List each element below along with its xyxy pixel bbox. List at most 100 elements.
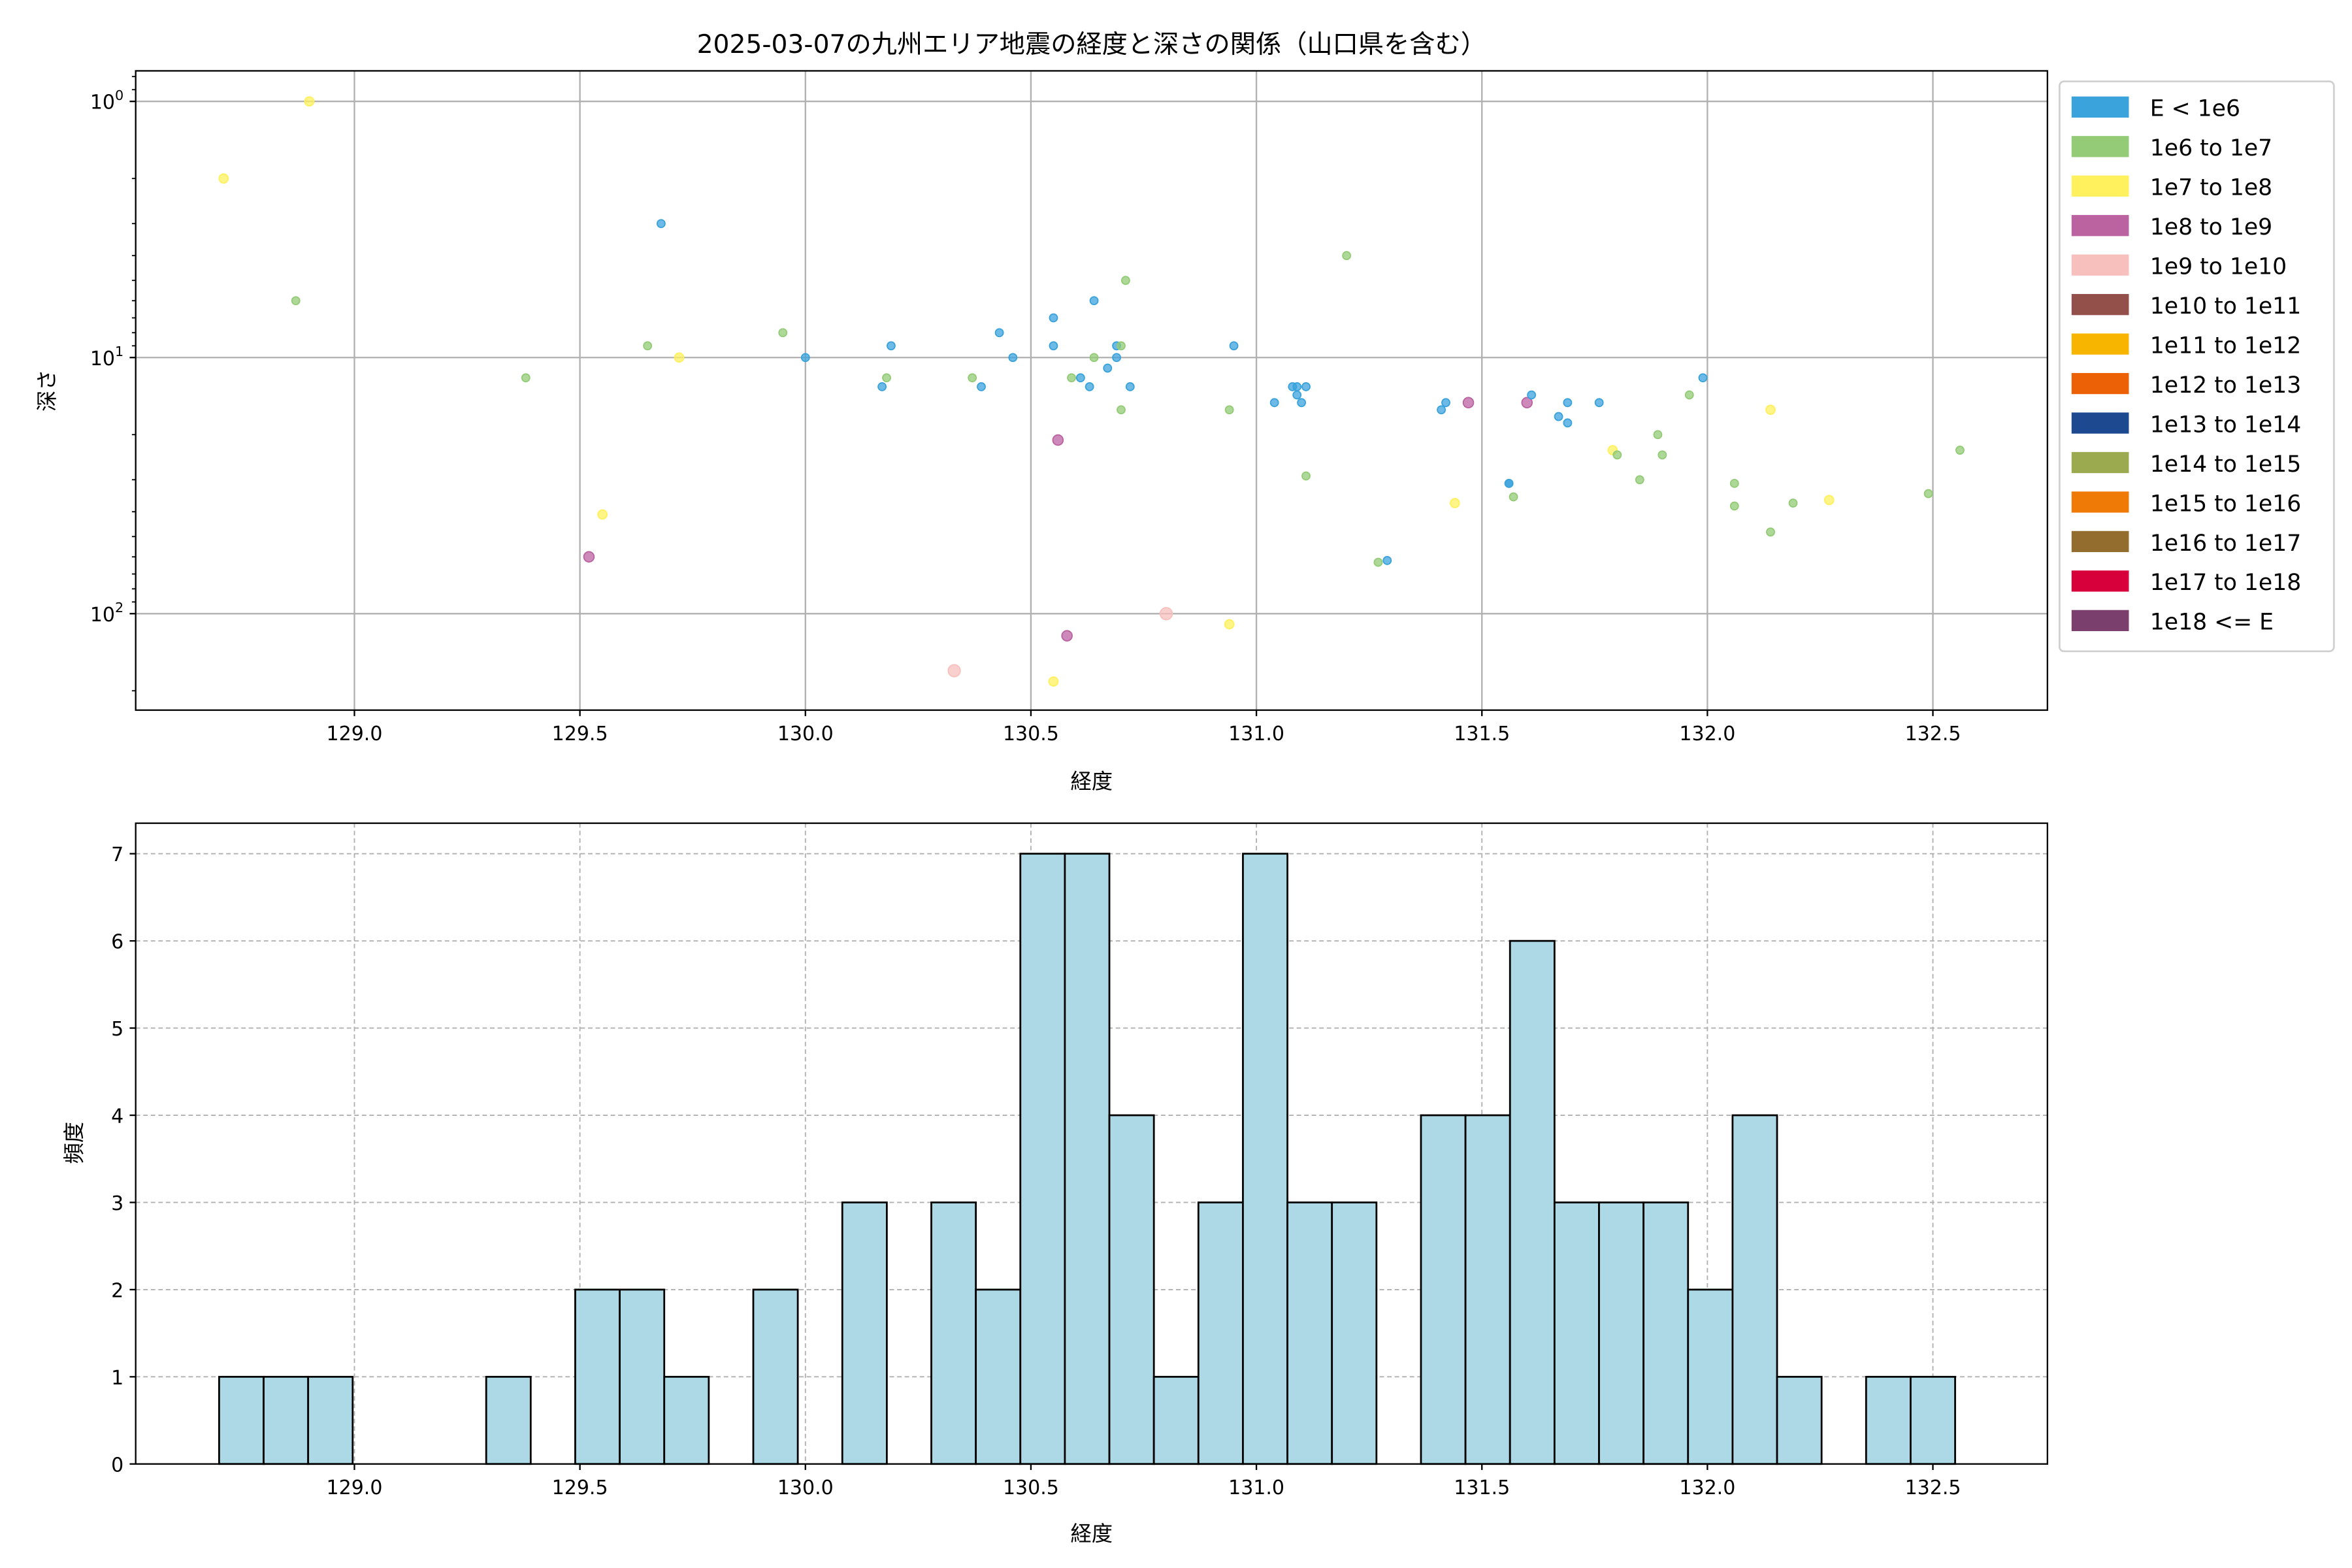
scatter-axes-frame xyxy=(135,70,2048,711)
scatter-point xyxy=(1112,353,1122,363)
scatter-point xyxy=(1117,341,1126,351)
legend-swatch xyxy=(2071,610,2129,631)
x-tick-label: 130.0 xyxy=(777,723,834,745)
scatter-point xyxy=(1049,313,1058,323)
scatter-point xyxy=(1563,418,1573,428)
histogram-bar xyxy=(1865,1375,1912,1465)
scatter-point xyxy=(1089,296,1099,306)
legend-swatch xyxy=(2071,372,2129,395)
histogram-bar xyxy=(1420,1114,1467,1465)
x-tick-label: 132.5 xyxy=(1905,723,1961,745)
scatter-point xyxy=(1509,492,1518,502)
scatter-point xyxy=(674,352,685,363)
chart-title: 2025-03-07の九州エリア地震の経度と深さの関係（山口県を含む） xyxy=(697,30,1486,59)
legend-label: 1e9 to 1e10 xyxy=(2150,254,2287,280)
legend-swatch xyxy=(2071,136,2129,157)
legend-label: 1e7 to 1e8 xyxy=(2150,175,2272,201)
scatter-point xyxy=(1788,498,1798,508)
histogram-bar xyxy=(752,1288,799,1465)
histogram-bar xyxy=(574,1288,621,1465)
x-tick-label: 132.0 xyxy=(1679,723,1735,745)
scatter-point xyxy=(1521,397,1533,409)
x-tick-label: 130.5 xyxy=(1003,723,1059,745)
scatter-point xyxy=(778,328,788,338)
scatter-point xyxy=(1049,341,1058,351)
scatter-point xyxy=(1292,390,1302,400)
scatter-point xyxy=(291,296,301,306)
histogram-bar xyxy=(975,1288,1022,1465)
x-tick-label: 131.0 xyxy=(1228,1477,1284,1499)
legend-swatch xyxy=(2071,294,2129,316)
scatter-point xyxy=(304,96,315,107)
scatter-point xyxy=(1067,373,1076,383)
histogram-bar xyxy=(930,1201,977,1465)
histogram-bar xyxy=(1242,853,1288,1465)
histogram-bar xyxy=(1464,1114,1511,1465)
legend-label: E < 1e6 xyxy=(2150,96,2240,122)
y-tick-label: 102 xyxy=(90,600,123,627)
legend-swatch xyxy=(2071,570,2129,592)
legend-swatch xyxy=(2071,412,2129,434)
histogram-bar xyxy=(1687,1288,1734,1465)
scatter-point xyxy=(1085,382,1094,391)
legend-label: 1e10 to 1e11 xyxy=(2150,293,2301,319)
scatter-point xyxy=(521,373,531,383)
scatter-point xyxy=(1923,489,1933,498)
histogram-bar xyxy=(1553,1201,1600,1465)
scatter-point xyxy=(994,328,1004,338)
histogram-bar xyxy=(1197,1201,1244,1465)
legend-label: 1e14 to 1e15 xyxy=(2150,451,2301,478)
histogram-x-label: 経度 xyxy=(1070,1521,1113,1546)
y-tick-label: 5 xyxy=(111,1018,123,1041)
legend-label: 1e6 to 1e7 xyxy=(2150,135,2272,161)
histogram-bar xyxy=(841,1201,888,1465)
legend-swatch xyxy=(2071,215,2129,237)
x-tick-label: 129.0 xyxy=(327,1477,383,1499)
scatter-point xyxy=(1635,475,1644,485)
scatter-point xyxy=(1089,353,1099,363)
y-tick-label: 6 xyxy=(111,931,123,954)
histogram-bar xyxy=(1152,1375,1200,1465)
scatter-point xyxy=(1292,382,1302,391)
histogram-bar xyxy=(1731,1114,1778,1465)
x-tick-label: 132.0 xyxy=(1679,1477,1735,1499)
legend-swatch xyxy=(2071,96,2129,118)
scatter-point xyxy=(1342,251,1352,261)
scatter-point xyxy=(1224,619,1235,630)
histogram-bar xyxy=(1910,1375,1956,1465)
x-tick-label: 130.0 xyxy=(777,1477,834,1499)
legend-swatch xyxy=(2071,175,2129,197)
scatter-point xyxy=(1612,450,1622,460)
legend-label: 1e13 to 1e14 xyxy=(2150,412,2301,438)
legend-swatch xyxy=(2071,451,2129,474)
scatter-point xyxy=(1229,341,1239,351)
scatter-point xyxy=(1075,373,1085,383)
scatter-point xyxy=(1729,478,1739,488)
histogram-bar xyxy=(1509,939,1556,1465)
scatter-point xyxy=(1563,398,1573,408)
y-tick-label: 7 xyxy=(111,843,123,866)
scatter-point xyxy=(1504,478,1514,488)
scatter-point xyxy=(882,373,891,383)
histogram-bar xyxy=(1598,1201,1645,1465)
scatter-point xyxy=(1462,397,1475,409)
scatter-point xyxy=(656,219,666,229)
legend-frame xyxy=(2058,80,2335,653)
scatter-point xyxy=(1382,555,1392,565)
scatter-point xyxy=(1594,398,1604,408)
scatter-point xyxy=(643,341,653,351)
scatter-point xyxy=(1658,450,1667,460)
scatter-point xyxy=(1052,434,1064,446)
x-tick-label: 131.5 xyxy=(1454,723,1510,745)
scatter-point xyxy=(1765,404,1776,416)
scatter-point xyxy=(1527,390,1537,400)
legend-swatch xyxy=(2071,491,2129,513)
scatter-point xyxy=(1061,630,1073,642)
histogram-axes-frame xyxy=(135,822,2048,1465)
scatter-point xyxy=(1437,405,1446,415)
legend-swatch xyxy=(2071,254,2129,276)
scatter-point xyxy=(1297,398,1307,408)
x-tick-label: 131.0 xyxy=(1228,723,1284,745)
histogram-bar xyxy=(485,1375,532,1465)
